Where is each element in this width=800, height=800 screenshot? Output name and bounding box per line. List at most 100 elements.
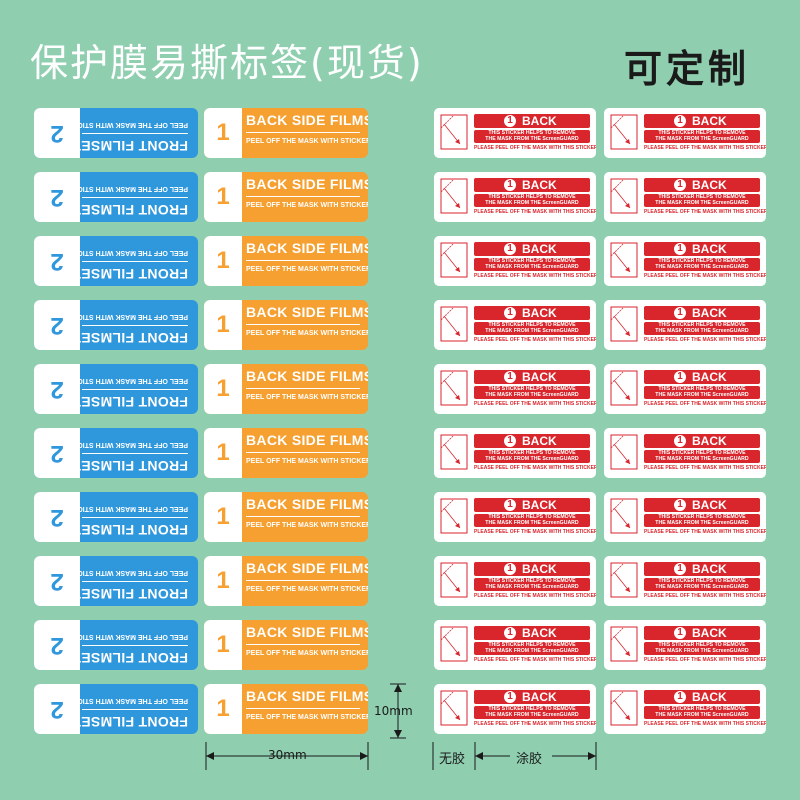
peel-corner-icon	[440, 370, 468, 406]
back-filmset-label: 1 BACK SIDE FILMSET PEEL OFF THE MASK WITH…	[204, 620, 368, 670]
label-pair: 2 FRONT FILMSET PEEL OFF THE MASK WITH STI…	[34, 236, 368, 286]
back-filmset-label: 1 BACK SIDE FILMSET PEEL OFF THE MASK WITH…	[204, 492, 368, 542]
back-number: 1	[216, 503, 230, 530]
back-main-text: BACK SIDE FILMSET	[246, 304, 368, 320]
info-bar: THIS STICKER HELPS TO REMOVE THE MASK FRO…	[644, 514, 760, 527]
back-bar: 1 BACK	[644, 370, 760, 384]
info-line-2: THE MASK FROM THE ScreenGUARD	[485, 392, 579, 398]
front-number: 2	[50, 632, 64, 659]
front-divider	[82, 709, 188, 710]
info-bar: THIS STICKER HELPS TO REMOVE THE MASK FRO…	[644, 642, 760, 655]
peel-instruction: PLEASE PEEL OFF THE MASK WITH THIS STICK…	[644, 209, 766, 215]
label-pair: 2 FRONT FILMSET PEEL OFF THE MASK WITH STI…	[34, 556, 368, 606]
back-sticker: 1 BACK THIS STICKER HELPS TO REMOVE THE MAS…	[604, 364, 766, 414]
front-number: 2	[50, 440, 64, 467]
label-pair: 2 FRONT FILMSET PEEL OFF THE MASK WITH STI…	[34, 492, 368, 542]
back-sticker: 1 BACK THIS STICKER HELPS TO REMOVE THE MAS…	[604, 108, 766, 158]
peel-instruction: PLEASE PEEL OFF THE MASK WITH THIS STICK…	[644, 465, 766, 471]
back-number-circle: 1	[504, 115, 516, 127]
front-main-text: FRONT FILMSET	[72, 458, 188, 474]
info-line-1: THIS STICKER HELPS TO REMOVE	[658, 706, 746, 712]
back-sub-text: PEEL OFF THE MASK WITH STICKER	[246, 394, 368, 401]
info-line-1: THIS STICKER HELPS TO REMOVE	[658, 322, 746, 328]
peel-instruction: PLEASE PEEL OFF THE MASK WITH THIS STICK…	[474, 593, 596, 599]
peel-instruction: PLEASE PEEL OFF THE MASK WITH THIS STICK…	[644, 657, 766, 663]
peel-instruction: PLEASE PEEL OFF THE MASK WITH THIS STICK…	[644, 721, 766, 727]
back-text: BACK	[522, 306, 557, 320]
peel-corner-icon	[610, 498, 638, 534]
front-filmset-label: 2 FRONT FILMSET PEEL OFF THE MASK WITH STI…	[34, 492, 198, 542]
label-pair: 2 FRONT FILMSET PEEL OFF THE MASK WITH STI…	[34, 300, 368, 350]
back-sub-text: PEEL OFF THE MASK WITH STICKER	[246, 138, 368, 145]
info-line-1: THIS STICKER HELPS TO REMOVE	[488, 642, 576, 648]
peel-corner-icon	[440, 562, 468, 598]
front-divider	[82, 581, 188, 582]
back-text: BACK	[692, 562, 727, 576]
back-number-box	[204, 620, 242, 670]
page-title: 保护膜易撕标签(现货)	[30, 41, 424, 85]
info-bar: THIS STICKER HELPS TO REMOVE THE MASK FRO…	[644, 706, 760, 719]
front-filmset-label: 2 FRONT FILMSET PEEL OFF THE MASK WITH STI…	[34, 236, 198, 286]
info-line-2: THE MASK FROM THE ScreenGUARD	[485, 520, 579, 526]
info-line-2: THE MASK FROM THE ScreenGUARD	[655, 136, 749, 142]
front-divider	[82, 389, 188, 390]
front-main-text: FRONT FILMSET	[72, 714, 188, 730]
peel-corner-icon	[610, 114, 638, 150]
back-sticker: 1 BACK THIS STICKER HELPS TO REMOVE THE MAS…	[434, 428, 596, 478]
back-sticker: 1 BACK THIS STICKER HELPS TO REMOVE THE MAS…	[434, 108, 596, 158]
peel-instruction: PLEASE PEEL OFF THE MASK WITH THIS STICK…	[474, 401, 596, 407]
front-sub-text: PEEL OFF THE MASK WITH STICKER	[62, 633, 188, 640]
back-number: 1	[216, 439, 230, 466]
back-text: BACK	[692, 306, 727, 320]
front-filmset-label: 2 FRONT FILMSET PEEL OFF THE MASK WITH STI…	[34, 364, 198, 414]
info-bar: THIS STICKER HELPS TO REMOVE THE MASK FRO…	[474, 514, 590, 527]
info-line-2: THE MASK FROM THE ScreenGUARD	[485, 456, 579, 462]
front-main-text: FRONT FILMSET	[72, 330, 188, 346]
back-sticker: 1 BACK THIS STICKER HELPS TO REMOVE THE MAS…	[604, 684, 766, 734]
back-divider	[246, 260, 360, 261]
front-sub-text: PEEL OFF THE MASK WITH STICKER	[62, 185, 188, 192]
back-divider	[246, 516, 360, 517]
peel-corner-icon	[440, 434, 468, 470]
peel-instruction: PLEASE PEEL OFF THE MASK WITH THIS STICK…	[644, 401, 766, 407]
info-bar: THIS STICKER HELPS TO REMOVE THE MASK FRO…	[474, 450, 590, 463]
back-bar: 1 BACK	[644, 434, 760, 448]
info-line-2: THE MASK FROM THE ScreenGUARD	[485, 648, 579, 654]
back-main-text: BACK SIDE FILMSET	[246, 240, 368, 256]
back-filmset-label: 1 BACK SIDE FILMSET PEEL OFF THE MASK WITH…	[204, 556, 368, 606]
back-sub-text: PEEL OFF THE MASK WITH STICKER	[246, 714, 368, 721]
peel-corner-icon	[610, 434, 638, 470]
back-divider	[246, 644, 360, 645]
back-main-text: BACK SIDE FILMSET	[246, 688, 368, 704]
front-sub-text: PEEL OFF THE MASK WITH STICKER	[62, 441, 188, 448]
label-pair: 2 FRONT FILMSET PEEL OFF THE MASK WITH STI…	[34, 620, 368, 670]
back-number: 1	[216, 567, 230, 594]
peel-corner-icon	[610, 690, 638, 726]
front-filmset-label: 2 FRONT FILMSET PEEL OFF THE MASK WITH STI…	[34, 556, 198, 606]
back-number-circle: 1	[504, 307, 516, 319]
back-text: BACK	[522, 114, 557, 128]
back-number: 1	[216, 631, 230, 658]
front-sub-text: PEEL OFF THE MASK WITH STICKER	[62, 569, 188, 576]
info-bar: THIS STICKER HELPS TO REMOVE THE MASK FRO…	[644, 450, 760, 463]
front-main-text: FRONT FILMSET	[72, 266, 188, 282]
back-sticker: 1 BACK THIS STICKER HELPS TO REMOVE THE MAS…	[434, 236, 596, 286]
front-filmset-label: 2 FRONT FILMSET PEEL OFF THE MASK WITH STI…	[34, 620, 198, 670]
info-bar: THIS STICKER HELPS TO REMOVE THE MASK FRO…	[644, 386, 760, 399]
front-main-text: FRONT FILMSET	[72, 202, 188, 218]
peel-corner-icon	[610, 178, 638, 214]
back-sub-text: PEEL OFF THE MASK WITH STICKER	[246, 458, 368, 465]
back-number-circle: 1	[674, 243, 686, 255]
back-number-box	[204, 172, 242, 222]
back-text: BACK	[522, 498, 557, 512]
back-sticker: 1 BACK THIS STICKER HELPS TO REMOVE THE MAS…	[434, 684, 596, 734]
peel-corner-icon	[440, 690, 468, 726]
peel-instruction: PLEASE PEEL OFF THE MASK WITH THIS STICK…	[474, 465, 596, 471]
front-main-text: FRONT FILMSET	[72, 586, 188, 602]
back-divider	[246, 132, 360, 133]
front-divider	[82, 197, 188, 198]
info-line-1: THIS STICKER HELPS TO REMOVE	[488, 450, 576, 456]
peel-corner-icon	[440, 498, 468, 534]
back-text: BACK	[522, 562, 557, 576]
no-glue-label: 无胶	[439, 752, 466, 767]
